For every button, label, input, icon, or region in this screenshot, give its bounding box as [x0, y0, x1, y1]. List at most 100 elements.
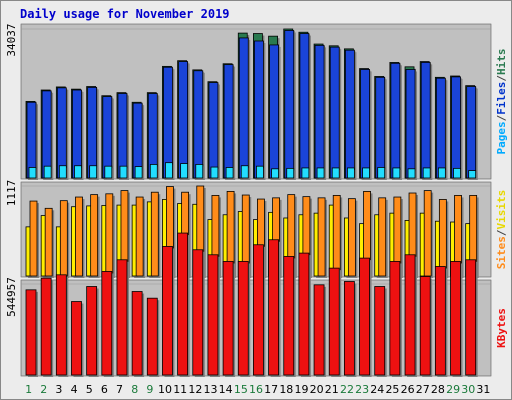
bar-pages-8	[134, 166, 145, 180]
x-tick-10: 10	[158, 383, 172, 396]
bar-kbytes-19	[298, 252, 311, 377]
x-tick-30: 30	[461, 383, 475, 396]
x-tick-28: 28	[431, 383, 445, 396]
bar-files-29	[451, 76, 463, 180]
bar-kbytes-5	[86, 286, 99, 377]
x-tick-14: 14	[219, 383, 233, 396]
legend-hits-files-pages: Pages/Files/Hits	[495, 49, 508, 155]
bar-kbytes-26	[404, 254, 418, 377]
legend-kbytes: KBytes	[495, 308, 508, 348]
bar-kbytes-7	[116, 259, 129, 377]
bar-kbytes-24	[374, 286, 387, 377]
bar-pages-3	[58, 165, 69, 180]
bar-kbytes-29	[450, 261, 463, 377]
bar-kbytes-8	[131, 291, 145, 377]
x-tick-22: 22	[340, 383, 354, 396]
x-tick-6: 6	[101, 383, 108, 396]
x-tick-29: 29	[446, 383, 460, 396]
bar-sites-27	[423, 190, 434, 278]
bar-kbytes-30	[465, 259, 478, 377]
bar-sites-5	[90, 194, 100, 278]
bar-pages-23	[362, 167, 372, 180]
bar-pages-1	[28, 167, 38, 180]
bar-files-20	[314, 44, 327, 180]
x-tick-26: 26	[401, 383, 415, 396]
bar-files-22	[344, 49, 357, 181]
bar-files-25	[390, 62, 402, 180]
bar-pages-24	[377, 167, 387, 180]
x-tick-19: 19	[294, 383, 308, 396]
x-tick-23: 23	[355, 383, 369, 396]
bar-pages-30	[468, 170, 478, 180]
bar-files-28	[435, 77, 448, 180]
bar-pages-2	[43, 165, 54, 180]
legend-item-files: Files	[495, 82, 508, 115]
bar-kbytes-12	[192, 249, 205, 377]
bar-kbytes-27	[419, 276, 433, 377]
bar-pages-25	[392, 167, 402, 180]
bar-pages-17	[271, 168, 281, 180]
bar-sites-8	[135, 196, 146, 278]
bar-kbytes-28	[434, 266, 448, 377]
legend-item-visits: Visits	[495, 190, 508, 230]
y-max-label-visits-sites: 1117	[5, 180, 18, 207]
bar-sites-9	[150, 191, 161, 278]
bar-files-17	[269, 44, 281, 180]
x-tick-31: 31	[476, 383, 490, 396]
x-tick-15: 15	[234, 383, 248, 396]
bar-kbytes-4	[71, 301, 84, 377]
bar-pages-22	[346, 167, 357, 180]
bar-files-15	[238, 37, 251, 181]
legend-item-sites: Sites	[495, 236, 508, 269]
x-tick-4: 4	[71, 383, 78, 396]
legend-item-kbytes: KBytes	[495, 308, 508, 348]
bar-pages-4	[74, 165, 84, 180]
bar-files-12	[193, 70, 205, 180]
bar-files-16	[254, 40, 266, 180]
bar-kbytes-21	[328, 267, 342, 377]
bar-files-19	[299, 33, 311, 181]
bar-sites-20	[317, 197, 328, 278]
x-tick-16: 16	[249, 383, 263, 396]
y-max-label-kbytes: 544957	[5, 277, 18, 317]
bar-sites-22	[347, 198, 358, 278]
x-tick-18: 18	[279, 383, 293, 396]
bar-pages-21	[331, 167, 342, 180]
bar-kbytes-11	[177, 232, 190, 377]
bar-pages-28	[437, 167, 448, 180]
bar-pages-18	[286, 167, 296, 180]
bar-kbytes-18	[283, 256, 296, 377]
bar-kbytes-20	[313, 284, 327, 377]
bar-files-24	[375, 76, 387, 180]
x-tick-2: 2	[40, 383, 47, 396]
chart-title: Daily usage for November 2019	[20, 7, 230, 21]
bar-kbytes-25	[389, 261, 402, 377]
legend-item-sep: /	[495, 114, 508, 121]
bar-files-13	[208, 82, 220, 180]
bar-kbytes-2	[40, 277, 54, 377]
legend-visits-sites: Sites/Visits	[495, 190, 508, 270]
bar-kbytes-13	[207, 254, 220, 377]
x-tick-1: 1	[25, 383, 32, 396]
x-tick-17: 17	[264, 383, 278, 396]
legend-item-sep: /	[495, 75, 508, 82]
bar-kbytes-14	[222, 261, 236, 377]
bar-kbytes-6	[101, 271, 114, 377]
bar-sites-3	[59, 200, 70, 278]
bar-pages-19	[301, 167, 311, 180]
bar-pages-5	[89, 165, 99, 180]
bar-pages-10	[165, 162, 175, 180]
bar-sites-24	[378, 197, 388, 278]
bar-sites-4	[75, 196, 85, 278]
bar-pages-27	[422, 167, 433, 180]
bar-pages-20	[316, 167, 327, 180]
x-tick-3: 3	[55, 383, 62, 396]
bar-pages-12	[195, 164, 205, 180]
bar-kbytes-10	[162, 246, 175, 377]
bar-pages-6	[104, 165, 114, 180]
legend-item-sep: /	[495, 229, 508, 236]
x-tick-21: 21	[325, 383, 339, 396]
bar-files-14	[223, 64, 236, 180]
bar-kbytes-1	[25, 289, 38, 377]
